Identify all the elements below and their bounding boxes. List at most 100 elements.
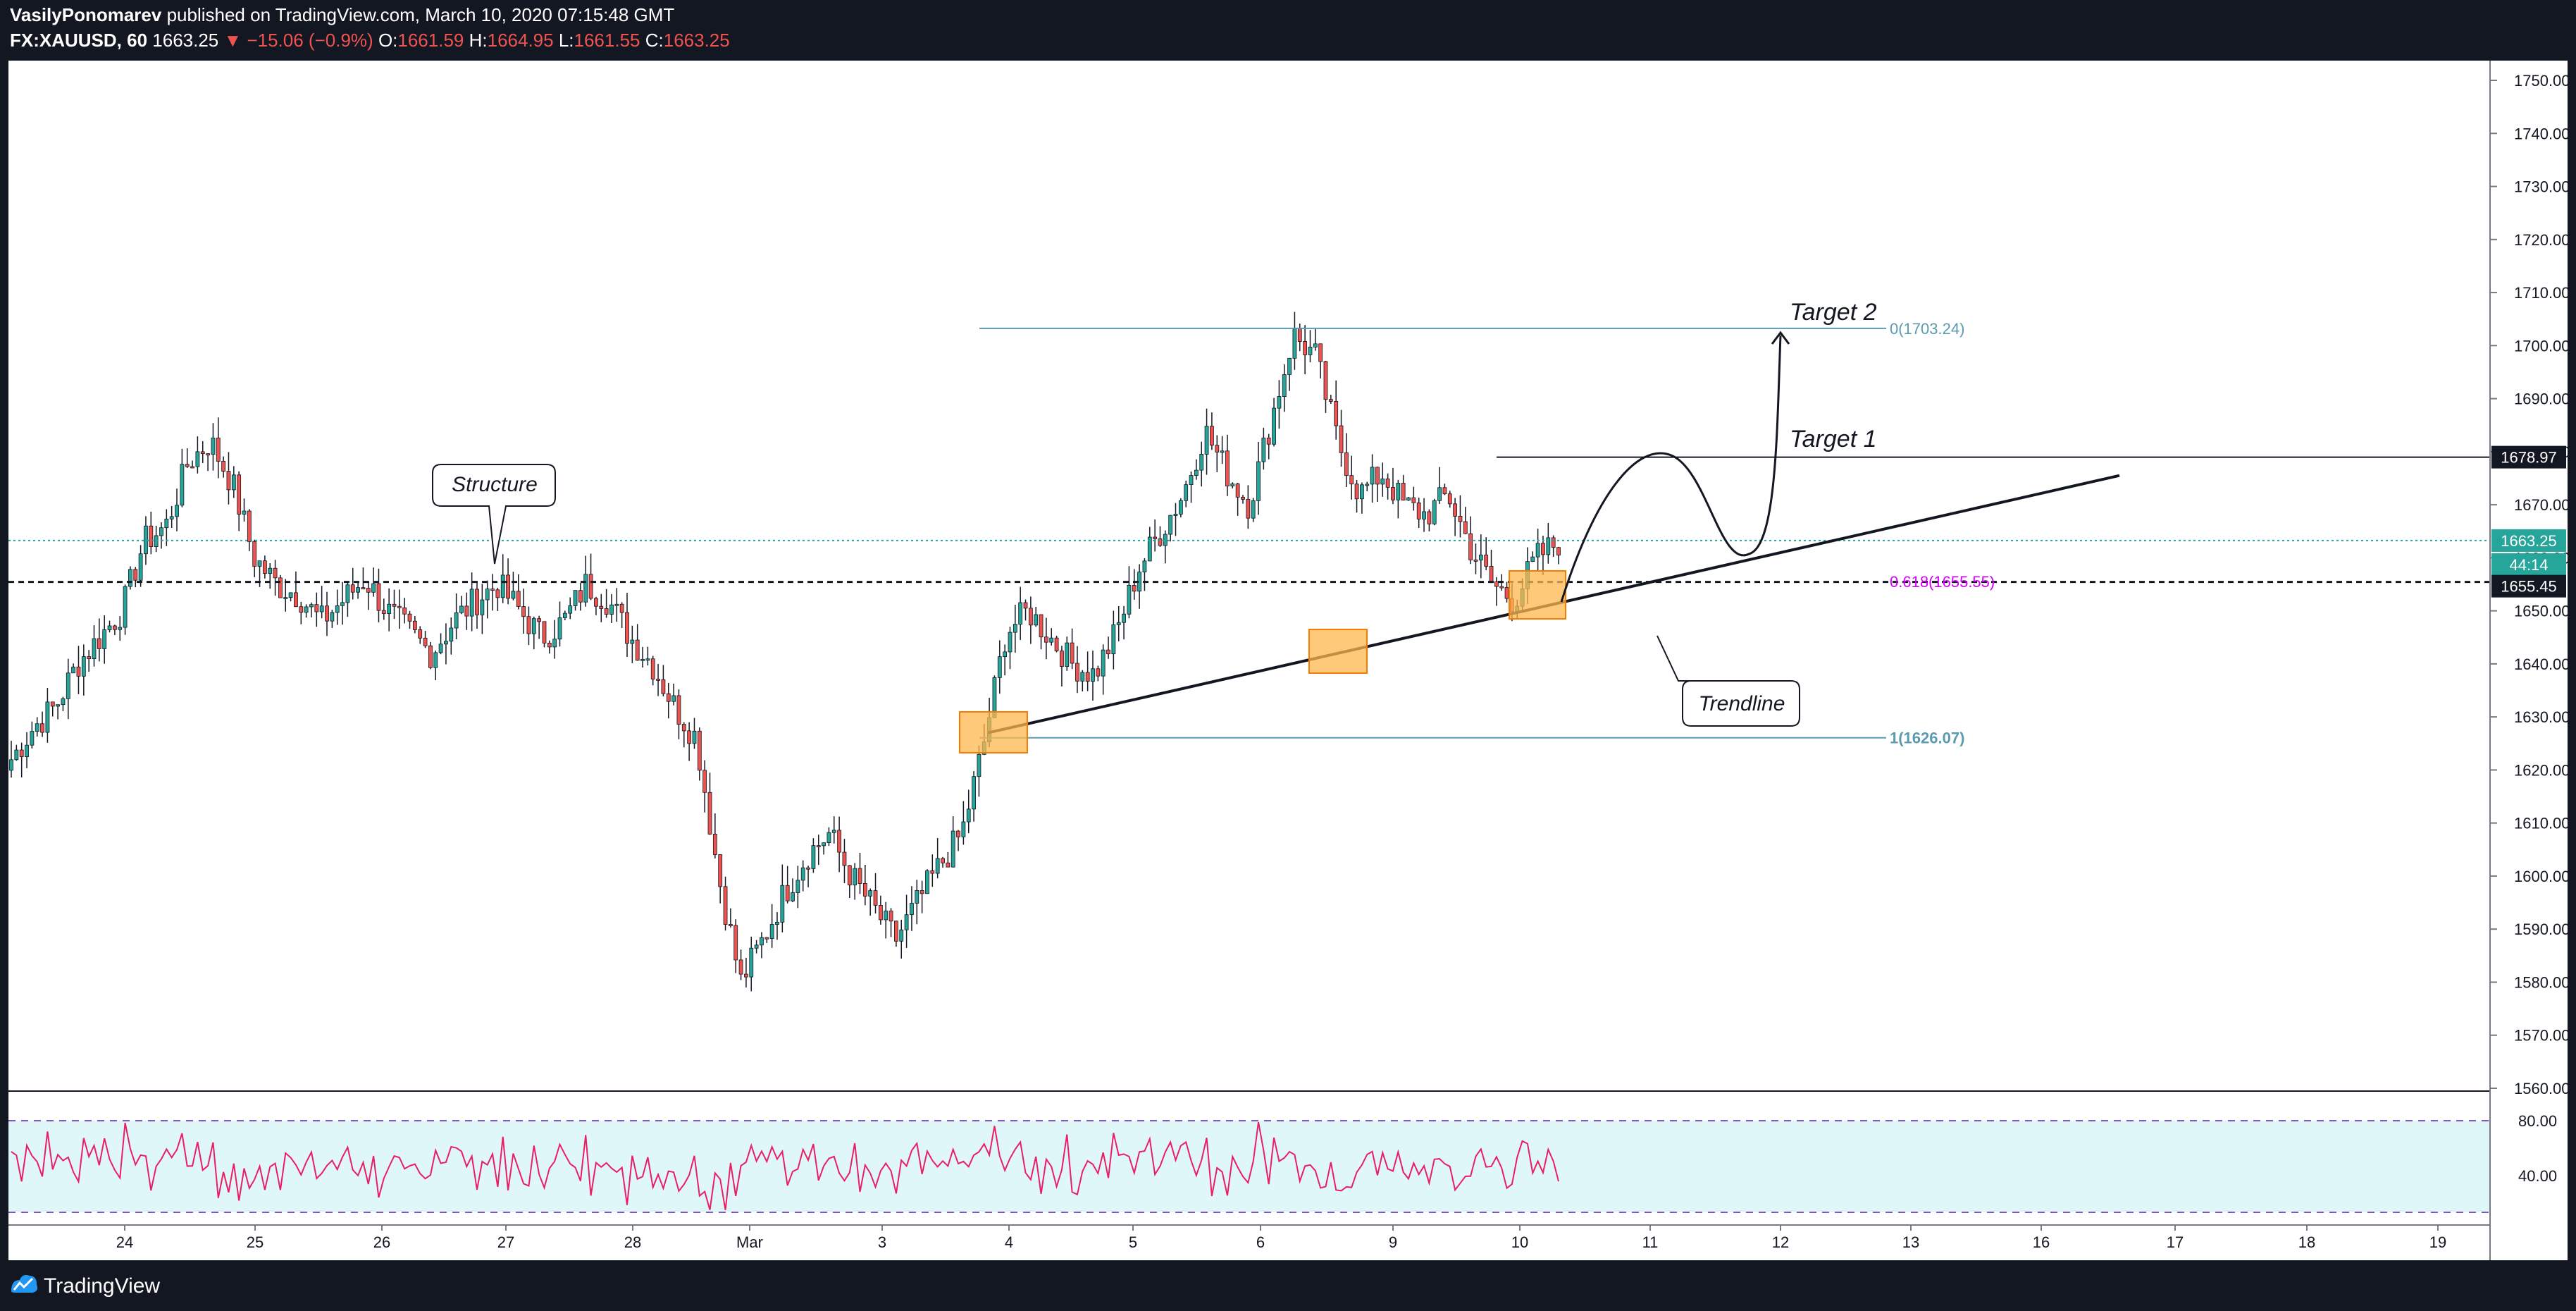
trendline-callout: Trendline [1657,635,1800,727]
candle-body [1204,426,1209,455]
candle-body [252,541,257,567]
candle-body [195,451,200,467]
candle-body [1494,581,1499,587]
rsi-line [11,1121,1559,1210]
candle-body [1106,649,1110,655]
candle-body [1049,637,1054,643]
candle-body [1132,585,1137,592]
candle-body [562,613,567,618]
candle-body [744,973,748,978]
candle-body [407,613,412,622]
candle-body [1489,565,1494,582]
candle-body [1546,537,1551,555]
candle-body [412,620,417,630]
candle-body [1153,536,1158,539]
candle-body [1008,632,1013,653]
author-name[interactable]: VasilyPonomarev [10,4,162,25]
candle-body [884,911,888,921]
candle-body [609,604,614,615]
candle-body [495,589,500,598]
tradingview-logo-icon[interactable] [8,1270,39,1298]
candle-body [791,892,795,901]
candle-body [206,453,210,456]
candle-body [397,605,402,608]
candle-body [868,890,873,897]
candle-body [299,606,304,613]
candle-body [1385,479,1390,488]
candle-body [578,590,583,603]
candle-body [1256,461,1261,501]
chart-canvas[interactable]: 0(1703.24) 1(1626.07) 0.618(1655.55) Struct… [8,61,2568,1260]
candle-body [656,678,660,681]
candle-body [521,606,526,617]
candle-body [972,776,976,810]
candle-body [226,471,231,491]
candle-body [531,618,536,634]
price-tag-1655: 1655.45 [2491,574,2566,598]
price-tick-label: 1730.00 [2514,178,2568,196]
publish-info: VasilyPonomarev published on TradingView… [10,4,674,26]
candle-body [1391,487,1395,500]
candle-body [1246,498,1251,519]
candle-body [278,577,283,598]
candle-body [894,921,898,942]
candle-body [910,903,914,916]
rsi-band [8,1121,2490,1212]
chart-svg[interactable]: 0(1703.24) 1(1626.07) 0.618(1655.55) Struct… [8,61,2568,1260]
candle-body [1411,497,1416,503]
candle-body [1111,624,1116,655]
symbol-label[interactable]: FX:XAUUSD, 60 [10,30,148,51]
candle-body [1396,483,1401,500]
candle-body [1178,500,1183,515]
candle-body [1080,672,1085,682]
candle-body [330,612,335,622]
candle-body [175,505,179,517]
candle-body [780,885,785,923]
candle-body [1422,511,1426,519]
time-axis[interactable]: 24 25 26 27 28 Mar 3 4 5 6 9 10 11 12 13 16 17 18 19 [8,1224,2490,1251]
candle-body [1251,500,1256,519]
candle-body [97,638,101,649]
price-axis[interactable]: 1750.00 1740.00 1730.00 1720.00 1710.00 1700.… [2489,61,2568,1260]
candle-body [428,645,433,668]
candle-body [1241,496,1245,500]
target1-label: Target 1 [1790,426,1877,453]
candle-body [1225,450,1230,486]
candle-body [423,637,428,646]
candle-body [288,592,293,598]
time-tick-label: 27 [497,1233,514,1251]
price-tick-label: 1610.00 [2514,815,2568,832]
candle-body [294,592,298,608]
candle-body [1060,651,1064,667]
candle-body [1168,515,1173,535]
time-tick-label: 10 [1511,1233,1528,1251]
candle-body [1085,672,1090,682]
candle-body [749,947,754,978]
fib-1-label: 1(1626.07) [1890,730,1964,747]
candle-body [1101,649,1106,677]
symbol-info: FX:XAUUSD, 60 1663.25 ▼ −15.06 (−0.9%) O… [10,30,730,51]
price-tick-label: 1570.00 [2514,1027,2568,1045]
price-tag-last-text: 1663.25 [2501,532,2557,550]
candle-body [573,590,578,606]
candle-body [650,658,655,679]
price-tag-last: 1663.25 [2491,529,2566,552]
time-tick-label: 9 [1389,1233,1397,1251]
candle-body [200,451,205,455]
low-label: L: [558,30,574,51]
candle-body [1303,341,1308,355]
candle-body [542,621,547,644]
candle-body [1266,437,1271,445]
last-price: 1663.25 [152,30,219,51]
candle-body [128,569,132,587]
brand-name[interactable]: TradingView [44,1274,161,1298]
candle-body [733,925,738,961]
candle-body [190,466,194,469]
candle-body [1349,475,1354,485]
candle-body [118,627,123,630]
candle-body [941,858,945,863]
candle-body [1370,467,1375,485]
candle-body [588,574,593,599]
candle-body [878,905,883,921]
candle-body [66,672,70,699]
